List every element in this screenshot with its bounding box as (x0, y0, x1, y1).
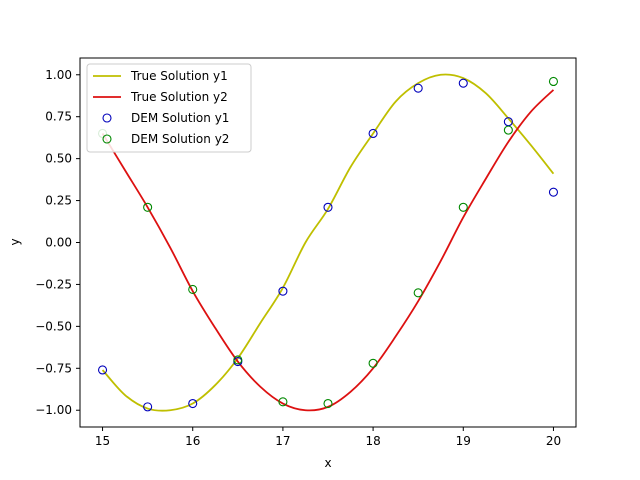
data-point (143, 402, 153, 412)
data-point (413, 288, 423, 298)
x-tick-label: 19 (456, 434, 471, 448)
data-point (368, 358, 378, 368)
data-point (323, 398, 333, 409)
series-line-2 (101, 89, 555, 412)
legend-marker-swatch (102, 134, 112, 144)
y-tick-label: −0.25 (35, 277, 72, 291)
x-axis: 15 16 17 18 19 20 (95, 427, 561, 448)
y-axis: −1.00 −0.75 −0.50 −0.25 0.00 0.25 0.50 0.75 1.00 (35, 68, 80, 417)
legend-entry-label: True Solution y2 (130, 90, 228, 104)
data-point (548, 76, 559, 87)
series-line-1 (101, 73, 555, 412)
legend-marker-swatch (102, 113, 112, 123)
data-point (458, 202, 468, 212)
y-tick-label: −0.75 (35, 361, 72, 375)
data-point (233, 355, 243, 365)
data-point (143, 202, 153, 212)
y-tick-label: 0.25 (45, 194, 72, 208)
y-axis-label: y (8, 238, 22, 245)
x-tick-label: 20 (546, 434, 561, 448)
legend-entry-label: True Solution y1 (130, 69, 228, 83)
data-point (323, 202, 333, 212)
y-tick-label: −0.50 (35, 319, 72, 333)
data-point (97, 365, 108, 375)
legend: True Solution y1 True Solution y2 DEM Solu… (86, 63, 252, 153)
x-tick-label: 17 (275, 434, 290, 448)
y-tick-label: 0.00 (45, 236, 72, 250)
data-point (188, 398, 198, 409)
y-tick-label: −1.00 (35, 403, 72, 417)
data-point (278, 286, 288, 296)
data-point (413, 83, 423, 93)
x-tick-label: 16 (185, 434, 200, 448)
data-point (548, 187, 559, 197)
y-tick-label: 0.75 (45, 110, 72, 124)
y-tick-label: 0.50 (45, 152, 72, 166)
x-tick-label: 15 (95, 434, 110, 448)
x-axis-label: x (324, 456, 331, 470)
data-point (368, 128, 378, 139)
data-point (458, 78, 468, 88)
y-tick-label: 1.00 (45, 68, 72, 82)
data-point (278, 397, 288, 407)
legend-entry-label: DEM Solution y2 (131, 132, 229, 146)
legend-box (86, 63, 252, 153)
x-tick-label: 18 (365, 434, 380, 448)
legend-entry-label: DEM Solution y1 (131, 111, 229, 125)
data-point (503, 125, 513, 135)
data-point (188, 284, 198, 295)
plot-area (97, 73, 559, 412)
